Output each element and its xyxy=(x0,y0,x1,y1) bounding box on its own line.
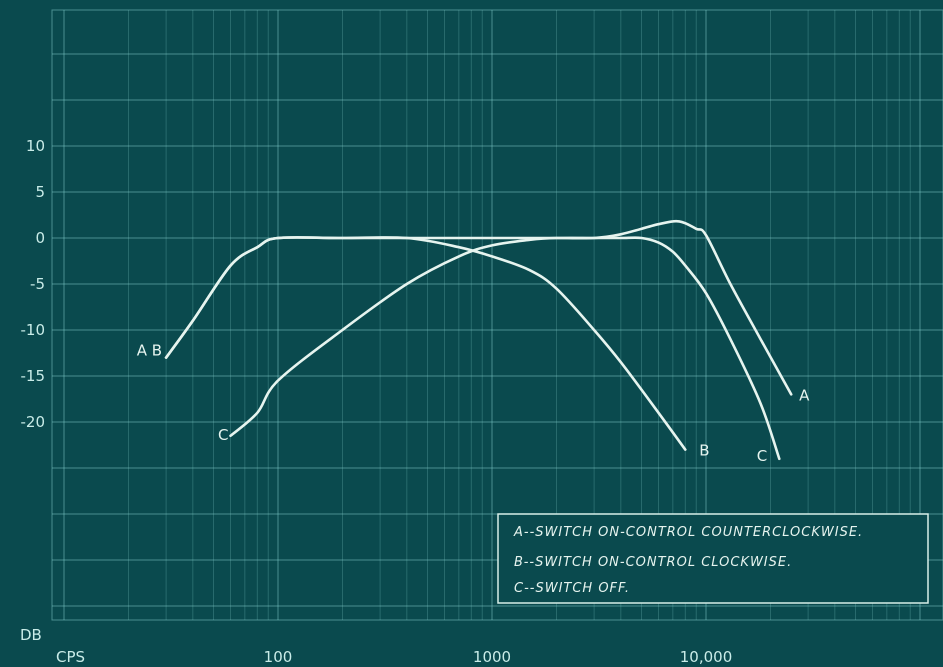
y-tick-label: 10 xyxy=(26,137,45,155)
legend-entry-a: A--SWITCH ON-CONTROL COUNTERCLOCKWISE. xyxy=(513,525,863,540)
y-tick-label: -20 xyxy=(21,413,46,431)
y-tick-label: 0 xyxy=(35,229,45,247)
legend-box xyxy=(497,513,929,604)
curve-start-label-c: C xyxy=(218,426,228,444)
series-line-c xyxy=(229,236,781,461)
x-tick-label: 1000 xyxy=(473,648,511,666)
y-tick-label: -10 xyxy=(21,321,46,339)
series xyxy=(164,219,793,461)
axis-labels: DB CPS 10 5 0 -5 -10 -15 -20 100 1000 10,000 xyxy=(20,137,732,666)
series-line-a xyxy=(164,219,793,396)
legend-entry-c: C--SWITCH OFF. xyxy=(514,581,630,596)
y-tick-label: -15 xyxy=(21,367,46,385)
plot-frame xyxy=(51,9,943,621)
curve-label-a: A xyxy=(799,386,810,404)
legend: A--SWITCH ON-CONTROL COUNTERCLOCKWISE. B… xyxy=(497,513,929,604)
y-tick-label: -5 xyxy=(30,275,45,293)
x-axis-unit-label: CPS xyxy=(56,648,85,666)
x-tick-label: 10,000 xyxy=(680,648,733,666)
curve-label-c: C xyxy=(757,447,767,465)
y-tick-label: 5 xyxy=(35,183,45,201)
curve-label-b: B xyxy=(699,442,709,460)
legend-entry-b: B--SWITCH ON-CONTROL CLOCKWISE. xyxy=(514,555,792,570)
series-line-b xyxy=(164,236,687,451)
y-axis-unit-label: DB xyxy=(20,626,42,644)
curve-start-label-ab: A B xyxy=(137,342,162,360)
curve-labels: A B C A B C xyxy=(137,342,810,465)
x-tick-label: 100 xyxy=(264,648,293,666)
